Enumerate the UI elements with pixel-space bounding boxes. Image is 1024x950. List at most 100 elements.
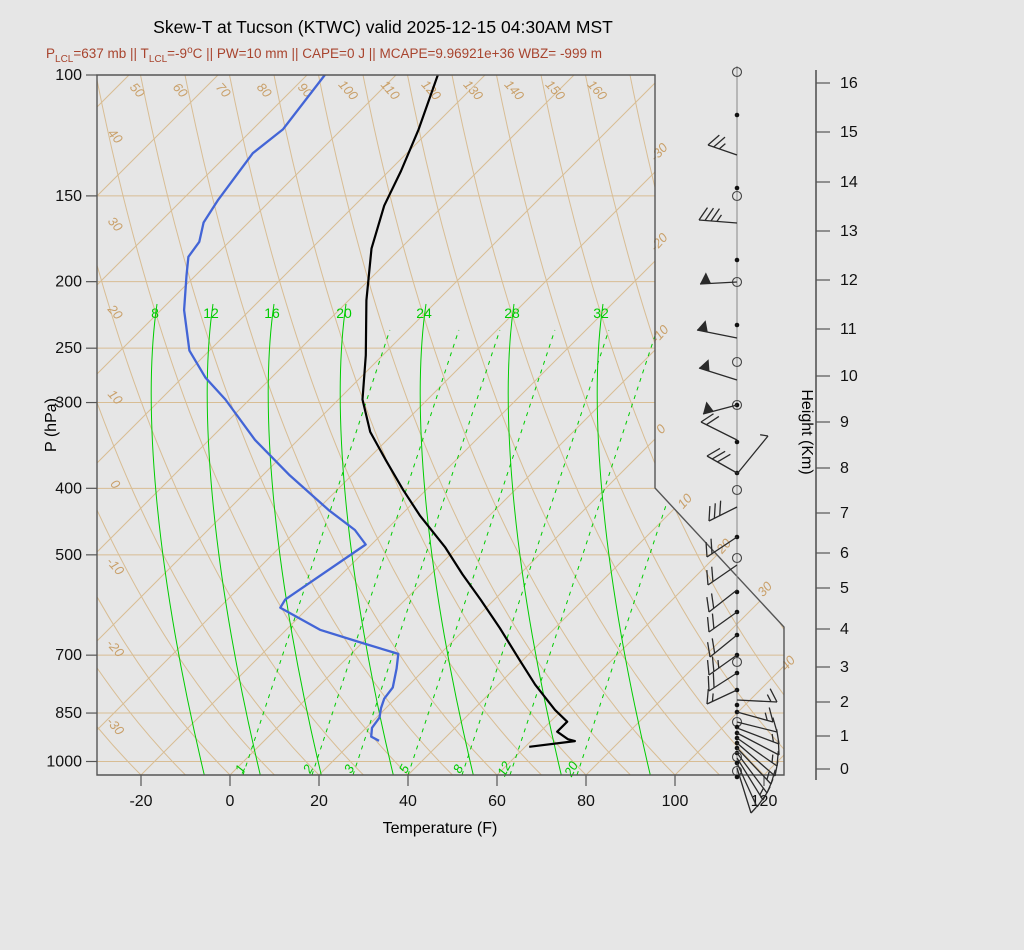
dry-adiabat-line	[0, 75, 8, 775]
height-tick-label: 3	[840, 659, 849, 676]
dry-adiabat-label-top: 160	[585, 77, 611, 104]
wind-barb-feather	[711, 638, 716, 654]
wind-barb-shaft	[736, 767, 752, 814]
wind-barb	[698, 359, 738, 381]
isotherm-line	[0, 75, 40, 775]
height-tick-label: 9	[840, 414, 849, 431]
moist-adiabat-line	[507, 303, 563, 775]
pressure-axis-title: P (hPa)	[43, 398, 60, 452]
dry-adiabat-label-top: 80	[254, 80, 275, 101]
temperature-trace	[361, 75, 576, 748]
height-tick-label: 2	[840, 694, 849, 711]
wind-barb-shaft	[709, 634, 738, 658]
height-tick-label: 14	[840, 174, 858, 191]
dry-adiabat-label-left: -10	[103, 554, 127, 579]
dry-adiabat-line	[496, 75, 784, 775]
mixing-ratio-line	[461, 329, 610, 775]
wind-barb	[736, 742, 779, 777]
moist-adiabat-label: 24	[416, 305, 432, 321]
wind-barb-feather	[706, 447, 721, 457]
wind-level-dot	[734, 185, 740, 191]
wind-level-dot	[734, 112, 740, 118]
mixing-ratio-label: 3	[341, 761, 358, 775]
moist-adiabat-line	[150, 303, 206, 775]
wind-barb-feather	[717, 659, 720, 669]
moist-adiabat-line	[596, 303, 652, 775]
wind-barb-shaft	[736, 762, 758, 808]
dry-adiabat-label-top: 110	[378, 77, 404, 103]
wind-barb	[706, 654, 738, 676]
subtitle-segment: LCL	[55, 54, 74, 65]
subtitle-segment: =-9	[167, 46, 187, 61]
wind-barb-shaft	[708, 672, 738, 692]
dry-adiabat-line	[718, 75, 784, 775]
dry-adiabat-line	[97, 75, 320, 775]
wind-barb-feather	[717, 453, 731, 463]
isotherm-label-right: 10	[674, 490, 695, 511]
wind-barb-shaft	[698, 367, 738, 381]
isotherm-line	[97, 75, 308, 775]
wind-barb-flag	[703, 401, 714, 414]
dry-adiabat-line	[97, 75, 186, 775]
isotherm-line	[140, 75, 784, 775]
temperature-tick-label: 0	[226, 793, 235, 810]
mixing-ratio-line	[352, 329, 501, 775]
wind-barb-feather	[718, 143, 726, 150]
wind-barb-feather	[766, 771, 770, 780]
wind-barb-feather	[719, 500, 722, 516]
wind-barb	[700, 413, 738, 441]
wind-barb-feather	[777, 739, 780, 756]
wind-level-dot	[734, 702, 740, 708]
dry-adiabat-line	[273, 75, 587, 775]
mixing-ratio-line	[311, 329, 460, 775]
wind-barb-feather	[710, 538, 713, 554]
isotherm-line	[97, 75, 219, 775]
isotherm-line	[97, 75, 664, 775]
wind-barb-feather	[705, 541, 708, 558]
pressure-tick-label: 100	[55, 67, 82, 84]
moist-adiabat-line	[267, 303, 323, 775]
moist-adiabat-line	[419, 303, 475, 775]
dry-adiabat-line	[97, 75, 364, 775]
wind-barb	[736, 762, 767, 808]
dry-adiabat-label-top: 100	[336, 77, 362, 104]
wind-barb-feather	[713, 503, 716, 519]
height-tick-label: 5	[840, 580, 849, 597]
pressure-tick-label: 250	[55, 340, 82, 357]
wind-barb-shaft	[706, 455, 738, 474]
wind-barb-shaft	[736, 435, 769, 475]
wind-barb-feather	[712, 672, 715, 688]
isotherm-line	[318, 75, 784, 775]
background-isolines	[0, 75, 1024, 775]
wind-barb-feather	[706, 689, 709, 705]
chart-title: Skew-T at Tucson (KTWC) valid 2025-12-15…	[153, 17, 613, 37]
dry-adiabat-line	[853, 75, 1024, 775]
wind-barb-feather	[706, 617, 710, 633]
temperature-tick-label: 20	[310, 793, 328, 810]
dry-adiabat-label-top: 60	[170, 80, 191, 101]
wind-barb-feather	[711, 656, 715, 672]
isotherm-line	[585, 75, 784, 775]
moist-adiabat-label: 8	[151, 305, 159, 321]
subtitle-segment: P	[46, 46, 55, 61]
wind-barb-column	[696, 66, 780, 814]
height-tick-label: 6	[840, 545, 849, 562]
height-tick-label: 8	[840, 460, 849, 477]
wind-barb-feather	[771, 754, 774, 763]
moist-adiabat-label: 28	[504, 305, 520, 321]
mixing-ratio-label: 1	[232, 762, 249, 775]
moist-adiabat-label: 32	[593, 305, 609, 321]
dry-adiabat-label-left: -20	[103, 636, 127, 661]
wind-barb	[706, 564, 738, 586]
moist-adiabat-line	[206, 303, 262, 775]
wind-barb-feather	[711, 693, 714, 702]
wind-barb-shaft	[736, 737, 778, 767]
wind-barb-feather	[759, 434, 769, 437]
wind-barb-feather	[700, 413, 714, 423]
wind-barb-shaft	[702, 404, 738, 415]
wind-barb-feather	[710, 593, 715, 609]
wind-barb-feather	[713, 136, 726, 148]
wind-barb-shaft	[736, 747, 772, 785]
wind-barb	[708, 500, 738, 522]
temperature-tick-label: -20	[129, 793, 152, 810]
